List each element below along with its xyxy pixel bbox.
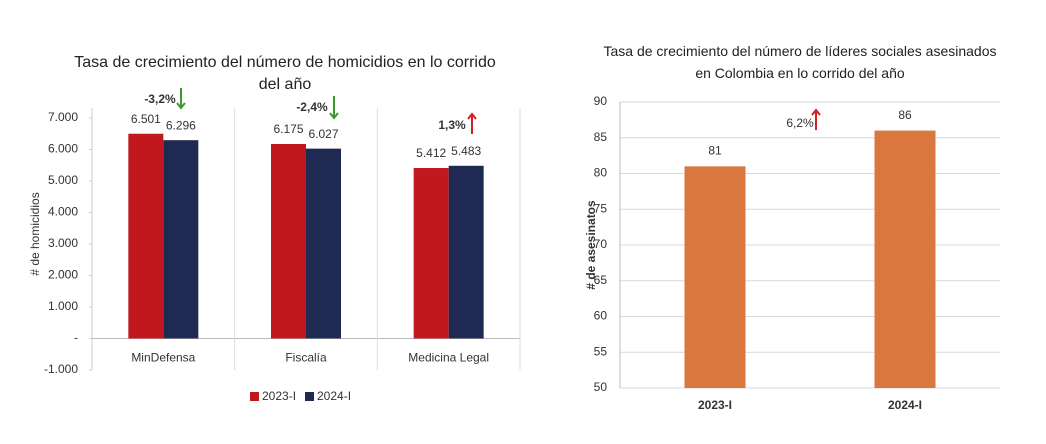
data-label: 5.483 (451, 144, 481, 158)
y-tick-label: 3.000 (48, 236, 78, 250)
bar (684, 166, 746, 388)
chart-title: Tasa de crecimiento del número de homici… (74, 54, 496, 93)
arrow-head (329, 112, 339, 120)
bar (874, 130, 936, 388)
x-tick-label: 2024-I (888, 398, 922, 412)
data-label: 6.027 (308, 127, 338, 141)
y-tick-label: 1.000 (48, 299, 78, 313)
data-label: 86 (898, 108, 912, 122)
chart-title: Tasa de crecimiento del número de lídere… (603, 43, 997, 81)
y-tick-label: - (74, 331, 78, 345)
data-label: 5.412 (416, 146, 446, 160)
y-axis-label: # de homicidios (28, 192, 42, 275)
y-tick-label: 65 (594, 273, 608, 287)
data-label: 6.501 (131, 112, 161, 126)
arrow-head (176, 102, 186, 110)
x-tick-label: Fiscalía (285, 351, 327, 365)
legend-swatch (250, 392, 259, 401)
y-tick-label: 2.000 (48, 268, 78, 282)
legend-label: 2024-I (317, 389, 351, 403)
y-tick-label: 7.000 (48, 110, 78, 124)
arrow-head (467, 112, 477, 120)
data-label: 6.296 (166, 118, 196, 132)
y-tick-label: 75 (594, 201, 608, 215)
data-label: 81 (708, 144, 722, 158)
x-tick-label: Medicina Legal (408, 351, 489, 365)
annotation: -3,2% (144, 92, 176, 106)
y-tick-label: -1.000 (44, 362, 78, 376)
legend-label: 2023-I (262, 389, 296, 403)
y-axis-label: # de asesinatos (584, 200, 598, 290)
y-tick-label: 80 (594, 166, 608, 180)
y-tick-label: 5.000 (48, 173, 78, 187)
y-tick-label: 90 (594, 94, 608, 108)
y-tick-label: 70 (594, 237, 608, 251)
y-tick-label: 6.000 (48, 142, 78, 156)
x-tick-label: MinDefensa (131, 351, 195, 365)
y-tick-label: 85 (594, 130, 608, 144)
data-label: 6.175 (273, 122, 303, 136)
legend-swatch (305, 392, 314, 401)
bar (413, 168, 449, 339)
arrow-head (811, 108, 821, 116)
bar (128, 133, 164, 339)
y-tick-label: 55 (594, 344, 608, 358)
bar (306, 148, 341, 339)
x-tick-label: 2023-I (698, 398, 732, 412)
y-tick-label: 4.000 (48, 205, 78, 219)
y-tick-label: 60 (594, 309, 608, 323)
y-tick-label: 50 (594, 380, 608, 394)
bar (271, 143, 306, 339)
bar (448, 165, 484, 339)
bar (163, 140, 199, 339)
annotation: 1,3% (438, 118, 466, 132)
annotation: 6,2% (786, 116, 814, 130)
annotation: -2,4% (296, 100, 328, 114)
